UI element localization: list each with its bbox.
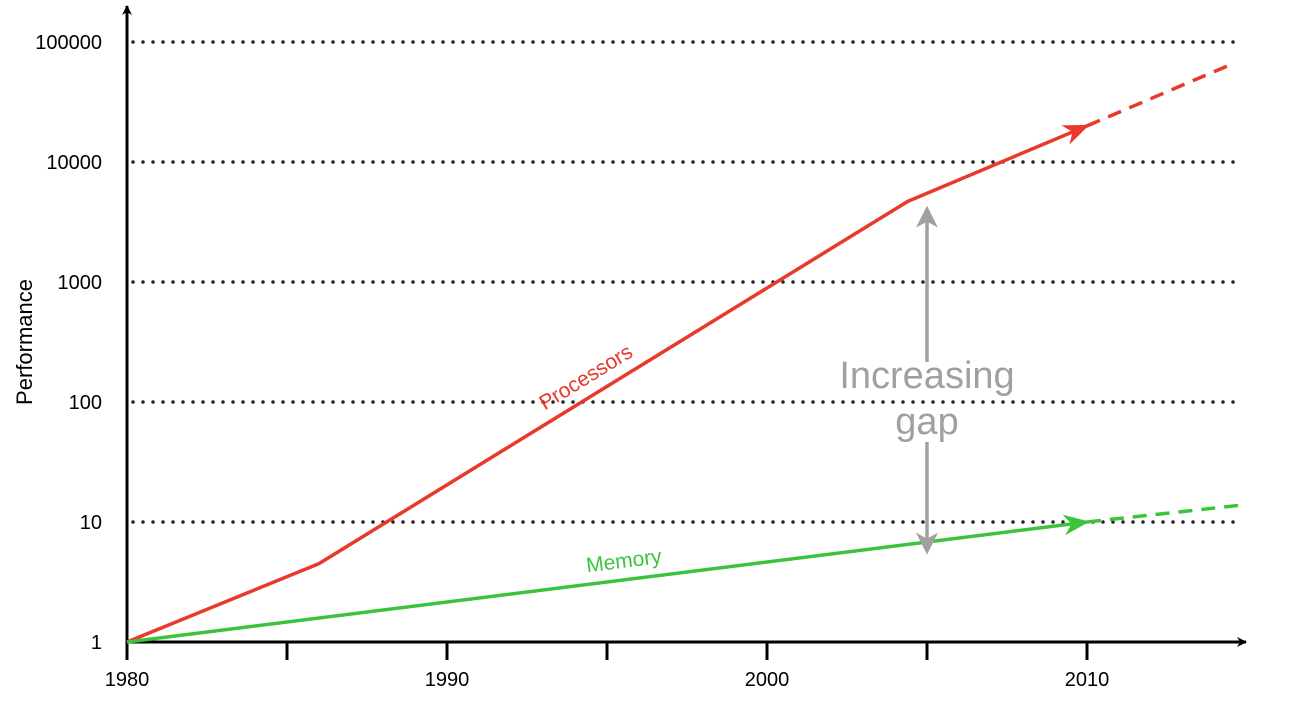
gap-arrow-head-down bbox=[916, 532, 938, 555]
series-lines bbox=[126, 62, 1248, 644]
y-tick-label-10000: 10000 bbox=[46, 152, 102, 174]
x-tick-label-2010: 2010 bbox=[1065, 669, 1110, 691]
series-projection-memory bbox=[1086, 502, 1248, 524]
x-tick-label-2000: 2000 bbox=[745, 669, 790, 691]
y-tick-label-1000: 1000 bbox=[58, 272, 103, 294]
x-tick-label-1990: 1990 bbox=[425, 669, 470, 691]
y-tick-label-1: 1 bbox=[91, 632, 102, 654]
series-line-processors bbox=[126, 124, 1090, 644]
grid-lines bbox=[131, 40, 1240, 524]
series-label-memory: Memory bbox=[585, 545, 664, 577]
gap-label-line-2: gap bbox=[895, 401, 958, 443]
y-axis: 1 10 100 1000 10000 100000 bbox=[35, 5, 132, 654]
x-axis: 1980 1990 2000 2010 bbox=[105, 637, 1247, 691]
x-tick-label-1980: 1980 bbox=[105, 669, 150, 691]
y-tick-label-100: 100 bbox=[69, 392, 102, 414]
y-tick-label-10: 10 bbox=[80, 512, 102, 534]
gap-annotation bbox=[916, 205, 938, 555]
y-tick-label-100000: 100000 bbox=[35, 32, 102, 54]
series-projection-processors bbox=[1086, 62, 1232, 128]
y-axis-title: Performance bbox=[12, 279, 37, 405]
gap-label-line-1: Increasing bbox=[839, 355, 1014, 397]
gap-arrow-head-up bbox=[916, 205, 938, 228]
